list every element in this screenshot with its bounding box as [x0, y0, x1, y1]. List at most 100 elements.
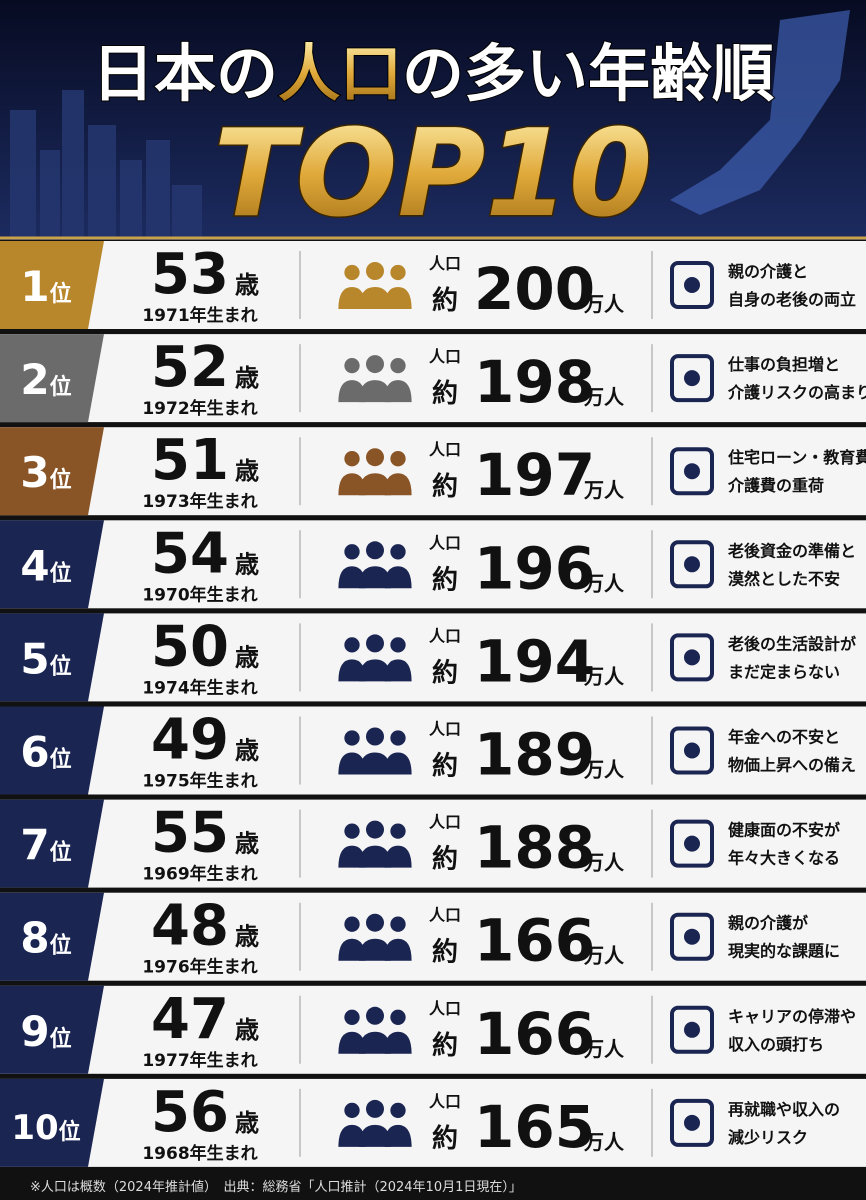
note-line: 現実的な課題に	[728, 942, 840, 961]
rank-number: 7	[20, 821, 49, 870]
note-line: 老後資金の準備と	[727, 541, 856, 560]
row-panel	[0, 520, 866, 609]
age: 54 歳	[151, 521, 259, 586]
age-number: 47	[151, 987, 229, 1052]
rank-number: 10	[11, 1108, 58, 1148]
person-head	[366, 448, 384, 467]
person-head	[366, 634, 384, 653]
age-unit: 歳	[235, 364, 259, 392]
skyline	[10, 90, 202, 240]
rank: 3位	[20, 448, 71, 497]
person-body	[338, 380, 366, 403]
person-head	[344, 916, 360, 932]
person-body	[384, 473, 412, 496]
person-body	[338, 287, 366, 309]
person-body	[384, 845, 412, 868]
note-line: 収入の頭打ち	[728, 1035, 824, 1054]
population: 194	[474, 627, 595, 695]
note-line: 再就職や収入の	[728, 1100, 840, 1119]
note-line: 年金への不安と	[728, 728, 840, 747]
rank-badge	[0, 706, 104, 795]
note-icon-dot	[684, 742, 700, 759]
population-label: 人口	[429, 720, 461, 739]
birth-year: 1973年生まれ	[142, 491, 257, 512]
person-body	[338, 566, 366, 589]
subtitle: TOP10	[214, 105, 653, 244]
person-body	[384, 380, 412, 403]
age-unit: 歳	[235, 271, 259, 299]
rank: 6位	[20, 728, 71, 777]
population: 196	[474, 534, 595, 602]
age-number: 51	[151, 428, 229, 493]
rank: 10位	[11, 1108, 80, 1148]
population: 200	[474, 255, 595, 323]
person-body	[359, 566, 391, 589]
person-body	[359, 380, 391, 403]
person-head	[366, 820, 384, 839]
rank-badge	[0, 1078, 104, 1167]
age-unit: 歳	[235, 923, 259, 951]
age: 53 歳	[151, 242, 259, 307]
age: 51 歳	[151, 428, 259, 493]
population-label: 人口	[429, 533, 461, 552]
note-icon-frame	[670, 819, 714, 868]
person-head	[366, 262, 384, 280]
rank-number: 5	[20, 634, 49, 683]
birth-year: 1972年生まれ	[142, 398, 257, 419]
person-head	[344, 1102, 360, 1119]
note-line: 自身の老後の両立	[728, 290, 856, 309]
footer-bg	[0, 1172, 866, 1200]
approx: 約	[432, 844, 458, 875]
people-icon	[338, 262, 412, 309]
population-label: 人口	[429, 347, 461, 366]
people-icon	[338, 1006, 412, 1054]
person-head	[390, 1009, 406, 1025]
person-head	[390, 637, 406, 653]
people-icon	[338, 448, 412, 496]
birth-year: 1970年生まれ	[142, 584, 257, 605]
note-icon-frame	[670, 1005, 714, 1054]
age-number: 48	[151, 894, 229, 959]
person-head	[366, 541, 384, 560]
row-panel	[0, 1078, 866, 1167]
person-body	[384, 566, 412, 589]
note-icon-dot	[684, 928, 700, 945]
population: 198	[474, 348, 595, 416]
rank-unit: 位	[50, 281, 72, 307]
note-line: 健康面の不安が	[728, 821, 840, 840]
person-body	[338, 1031, 366, 1054]
japan-map	[670, 10, 850, 215]
population-unit: 万人	[583, 664, 625, 688]
population-label: 人口	[429, 906, 461, 925]
person-body	[384, 287, 412, 309]
note-icon-frame	[670, 261, 714, 309]
footer: ※人口は概数（2024年推計値） 出典：総務省「人口推計（2024年10月1日現…	[30, 1179, 522, 1195]
person-body	[338, 752, 366, 775]
note-icon	[670, 540, 714, 589]
people-icon	[338, 820, 412, 868]
birth-year: 1969年生まれ	[142, 864, 257, 885]
note-icon-dot	[684, 277, 700, 293]
population-unit: 万人	[583, 385, 625, 409]
person-head	[390, 1102, 406, 1119]
age-unit: 歳	[235, 643, 259, 671]
person-body	[384, 752, 412, 775]
rank-number: 4	[20, 541, 49, 590]
person-head	[344, 730, 360, 746]
note-icon-frame	[670, 540, 714, 589]
people-icon	[338, 727, 412, 775]
population-unit: 万人	[583, 851, 625, 875]
population-unit: 万人	[583, 1130, 625, 1154]
rank: 5位	[20, 634, 71, 683]
age: 49 歳	[151, 708, 259, 773]
population-unit: 万人	[583, 1037, 625, 1061]
note-icon-dot	[684, 1021, 700, 1038]
row-panel	[0, 241, 866, 329]
note-line: 親の介護が	[728, 914, 808, 933]
population: 197	[474, 441, 595, 509]
population-label: 人口	[429, 999, 461, 1018]
population: 166	[474, 907, 595, 975]
rank: 8位	[20, 914, 71, 963]
rank-number: 2	[20, 355, 49, 404]
